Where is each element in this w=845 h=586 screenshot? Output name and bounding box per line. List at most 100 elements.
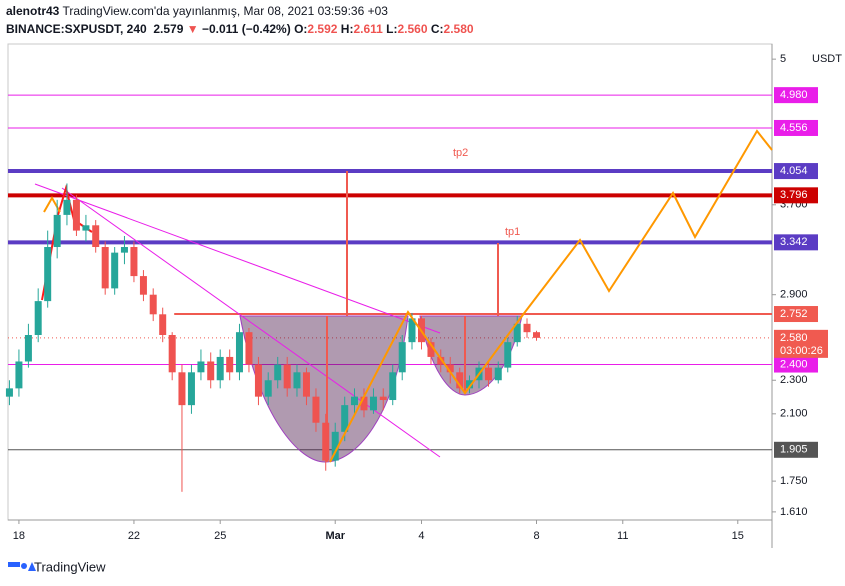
x-tick-label: 18 [13,530,25,542]
y-tick-label: 2.300 [780,374,808,386]
candle-body [427,342,435,357]
trend-line [34,183,441,334]
y-tick-label: 5 [780,53,786,65]
level-label: 4.556 [780,122,808,134]
footer-brand: TradingView [34,559,106,574]
candle-body [82,225,90,231]
level-label-box [774,119,818,136]
c-label: C: [430,22,444,36]
level-label-box [774,187,818,204]
y-tick-label: 2.100 [780,408,808,420]
y-tick-label: 2.900 [780,289,808,301]
candle-body [341,405,349,432]
projection-path [329,129,773,463]
candle-body [34,301,42,335]
h-label: H: [340,22,354,36]
footer-logo: TradingView [8,559,106,574]
candle-body [120,247,128,253]
x-tick-label: 25 [214,530,226,542]
open: 2.592 [307,22,338,36]
current-price-box [774,329,828,358]
candle-body [293,372,301,389]
symbol: BINANCE:SXPUSDT, 240 [6,22,147,36]
x-tick-label: 22 [128,530,140,542]
candle-body [264,380,272,397]
candle-body [398,342,406,373]
candle-body [53,214,61,248]
candle-body [168,334,176,373]
candle-body [178,372,186,406]
level-label-box [774,234,818,251]
level-label-box [774,163,818,180]
candle-body [130,247,138,277]
candle-body [5,388,13,397]
level-label: 4.980 [780,89,808,101]
candle-body [523,323,531,333]
candle-body [484,367,492,381]
l-label: L: [386,22,398,36]
candle-body [72,199,80,231]
logo-dot [21,563,27,569]
candle-body [245,332,253,365]
red-sketch [41,184,93,301]
candle-body [139,276,147,295]
level-label: 3.342 [780,236,808,248]
candle-body [24,334,32,362]
level-label: 4.054 [780,165,808,177]
x-tick-label: 8 [533,530,539,542]
candle-body [322,422,330,461]
author: alenotr43 [6,4,60,18]
drawings [34,171,523,463]
candle-body [235,332,243,373]
candle-body [331,431,339,461]
candle-body [456,372,464,389]
logo-bar [8,562,20,567]
level-label-box [774,306,818,323]
candle-body [513,323,521,343]
level-label-box [774,356,818,373]
candle-body [504,342,512,368]
header-line-2: BINANCE:SXPUSDT, 240 2.579 ▼ −0.011 (−0.… [6,22,474,36]
level-label-box [774,441,818,458]
candle-body [446,364,454,373]
candle-body [15,361,23,389]
annotation-tp1: tp1 [505,226,520,238]
x-tick-label: 15 [732,530,744,542]
candle-body [44,247,52,302]
level-label-box [774,87,818,104]
axis-unit: USDT [812,53,842,65]
current-price-label: 2.580 [780,332,808,344]
candle-body [369,396,377,411]
level-label: 2.752 [780,308,808,320]
candle-body [312,396,320,423]
candle-body [350,396,358,406]
trend-line [61,187,441,458]
candle-body [111,252,119,289]
header-line-1: alenotr43 TradingView.com'da yayınlanmış… [6,4,388,18]
candle-body [389,372,397,401]
candle-body [494,367,502,381]
candle-body [533,332,541,338]
level-label: 2.400 [780,358,808,370]
candle-body [63,199,71,215]
candle-body [187,372,195,406]
candle-body [274,364,282,381]
candle-body [159,314,167,335]
y-tick-label: 1.750 [780,475,808,487]
x-tick-label: 4 [418,530,424,542]
low: 2.560 [397,22,428,36]
candle-body [216,356,224,381]
candle-body [101,247,109,289]
candle-body [283,364,291,389]
level-label: 3.796 [780,189,808,201]
x-tick-label: 11 [617,530,628,542]
logo-shape [28,562,36,571]
candle-body [197,361,205,373]
last: 2.579 [153,22,184,36]
plot-frame [7,43,773,521]
candle-body [379,396,387,401]
candle-body [92,225,100,248]
candle-body [466,380,474,389]
